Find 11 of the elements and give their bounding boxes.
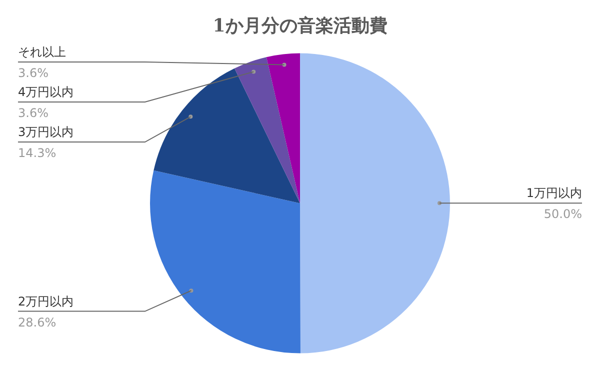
data-label: 28.6% <box>18 315 56 330</box>
slice-label: 4万円以内 <box>18 85 74 99</box>
data-label: 14.3% <box>18 146 56 160</box>
data-label: 3.6% <box>18 106 48 120</box>
data-label: 3.6% <box>18 66 48 80</box>
slice-label: 3万円以内 <box>18 125 74 139</box>
chart-title: 1か月分の音楽活動費 <box>212 15 388 36</box>
slice-label: それ以上 <box>18 45 66 59</box>
data-label: 50.0% <box>544 207 582 222</box>
slice-label: 2万円以内 <box>18 294 74 308</box>
slice-label: 1万円以内 <box>526 186 582 200</box>
